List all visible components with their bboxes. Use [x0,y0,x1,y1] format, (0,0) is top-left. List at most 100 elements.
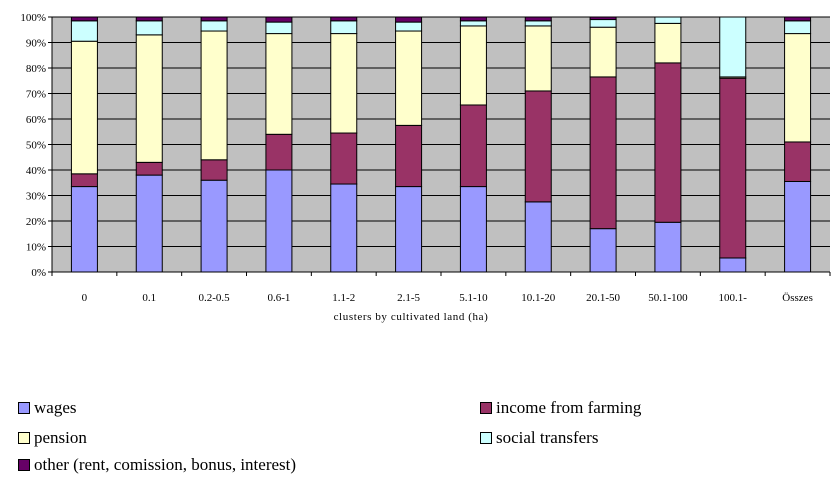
bar-segment [135,20,163,36]
bar-stack-11 [784,16,812,273]
bar-segment [70,186,98,273]
bar-segment [524,20,552,27]
gridlines [48,16,830,273]
bar-segment [395,16,423,23]
bar-segment [200,159,228,181]
bar-segment [654,16,682,24]
bar-segment [589,16,617,21]
bar-segment [265,133,293,171]
bar-stack-10 [719,16,747,273]
bar-segment [784,20,812,35]
bar-segment [719,77,747,259]
bar-segment [330,16,358,22]
bar-segment [654,22,682,64]
bar-segment [654,221,682,273]
x-tick-label: 50.1-100 [648,292,688,304]
legend-swatch-wages [18,402,30,414]
bar-segment [200,20,228,32]
bar-segment [784,141,812,182]
y-tick-label: 90% [26,38,46,50]
bar-segment [459,25,487,106]
bar-segment [200,30,228,161]
x-tick-label: Összes [782,292,813,304]
y-tick-label: 30% [26,191,46,203]
bar-segment [784,16,812,22]
bar-segment [459,104,487,188]
x-tick-label: 0.2-0.5 [198,292,230,304]
bar-segment [784,33,812,143]
bar-segment [589,26,617,78]
bar-segment [524,25,552,92]
bar-segment [589,19,617,28]
legend-item-pension: pension [18,428,87,448]
x-axis-title: clusters by cultivated land (ha) [334,311,489,323]
bar-stack-4 [330,16,358,273]
bar-segment [70,20,98,42]
bar-segment [135,174,163,273]
bar-segment [265,21,293,35]
bar-segment [589,228,617,273]
axes [51,17,831,276]
bar-segment [135,16,163,22]
bar-stack-5 [395,16,423,273]
bar-segment [70,16,98,22]
legend-label-income-from-farming: income from farming [496,398,642,417]
x-tick-label: 0 [82,292,88,304]
y-tick-label: 0% [31,267,46,279]
bar-segment [330,33,358,134]
y-tick-label: 80% [26,63,46,75]
legend-item-wages: wages [18,398,76,418]
x-tick-labels: 0 0.1 0.2-0.5 0.6-1 1.1-2 2.1-5 5.1-10 10.1-20 2… [82,292,813,304]
bar-segment [459,186,487,273]
y-tick-label: 10% [26,242,46,254]
bar-segment [395,186,423,273]
y-tick-label: 40% [26,165,46,177]
y-tick-label: 50% [26,140,46,152]
bar-segment [135,161,163,176]
x-tick-label: 20.1-50 [586,292,620,304]
bar-segment [395,124,423,188]
bar-segment [330,20,358,35]
bar-segment [200,16,228,22]
legend-label-pension: pension [34,428,87,447]
legend-item-other: other (rent, comission, bonus, interest) [18,455,296,475]
bar-segment [719,257,747,273]
bar-segment [459,16,487,22]
bar-segment [524,201,552,273]
x-tick-label: 100.1- [719,292,748,304]
y-tick-label: 20% [26,216,46,228]
bar-segment [265,16,293,23]
bar-segment [135,34,163,163]
bar-segment [200,179,228,273]
x-tick-label: 0.1 [142,292,156,304]
bar-segment [784,180,812,273]
bar-stack-0 [70,16,98,273]
y-tick-label: 100% [20,12,46,24]
legend-label-social-transfers: social transfers [496,428,599,447]
bar-segment [330,132,358,185]
legend-swatch-other [18,459,30,471]
bar-segment [395,30,423,126]
bar-stack-1 [135,16,163,273]
bar-stack-9 [654,16,682,273]
bar-segment [459,20,487,27]
y-tick-label: 60% [26,114,46,126]
bar-stack-6 [459,16,487,273]
x-tick-label: 2.1-5 [397,292,420,304]
legend-swatch-income-from-farming [480,402,492,414]
bar-segment [330,183,358,273]
bar-segment [265,33,293,135]
bar-segment [70,173,98,188]
x-tick-label: 5.1-10 [459,292,488,304]
bar-stack-3 [265,16,293,273]
legend-swatch-social-transfers [480,432,492,444]
x-tick-label: 10.1-20 [521,292,555,304]
legend-item-income-from-farming: income from farming [480,398,641,418]
bar-segment [589,76,617,230]
legend-label-wages: wages [34,398,77,417]
bar-segment [70,40,98,175]
legend-item-social-transfers: social transfers [480,428,598,448]
bar-stack-7 [524,16,552,273]
x-tick-label: 1.1-2 [332,292,355,304]
legend-label-other: other (rent, comission, bonus, interest) [34,455,297,474]
